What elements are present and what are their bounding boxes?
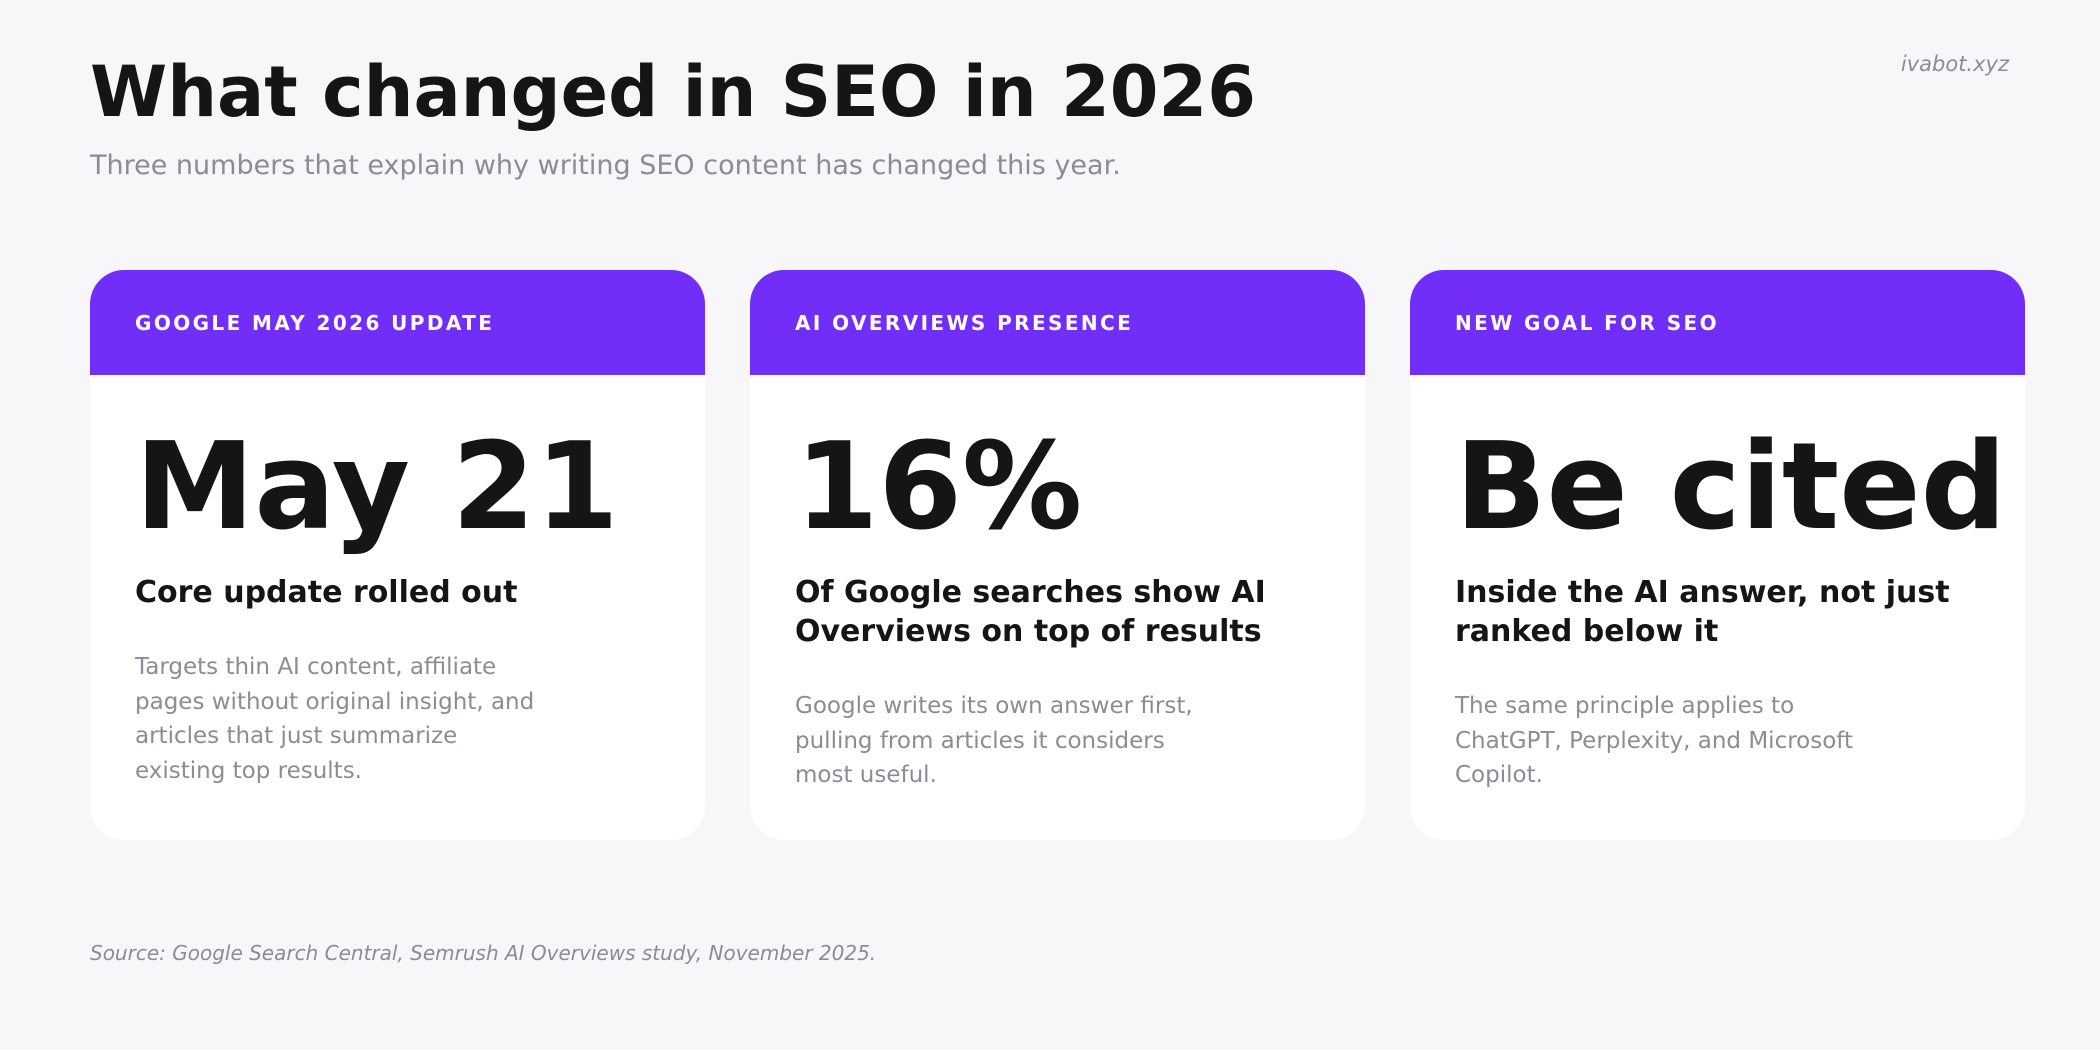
card-big-stat: Be cited <box>1455 418 2007 557</box>
card-label: AI OVERVIEWS PRESENCE <box>795 310 1134 335</box>
card-header: GOOGLE MAY 2026 UPDATE <box>90 270 705 375</box>
card-big-stat: 16% <box>795 418 1083 557</box>
card-description: Google writes its own answer first, pull… <box>795 693 1193 788</box>
page-title: What changed in SEO in 2026 <box>90 51 1256 133</box>
stat-card-new-goal: NEW GOAL FOR SEO Be cited Inside the AI … <box>1410 270 2025 840</box>
card-body: Be cited Inside the AI answer, not just … <box>1410 428 2025 793</box>
stat-cards: GOOGLE MAY 2026 UPDATE May 21 Core updat… <box>90 270 2025 840</box>
card-headline: Core update rolled out <box>135 575 518 610</box>
card-description: Targets thin AI content, affiliate pages… <box>135 654 535 784</box>
card-big-stat: May 21 <box>135 418 619 557</box>
card-body: 16% Of Google searches show AI Overviews… <box>750 428 1365 793</box>
card-body: May 21 Core update rolled out Targets th… <box>90 428 705 788</box>
page-subtitle: Three numbers that explain why writing S… <box>90 150 1121 181</box>
card-headline: Of Google searches show AI Overviews on … <box>795 575 1266 649</box>
card-header: NEW GOAL FOR SEO <box>1410 270 2025 375</box>
card-headline: Inside the AI answer, not just ranked be… <box>1455 575 1950 649</box>
brand-watermark: ivabot.xyz <box>1900 52 2009 76</box>
card-label: NEW GOAL FOR SEO <box>1455 310 1719 335</box>
source-footnote: Source: Google Search Central, Semrush A… <box>90 941 877 965</box>
card-description: The same principle applies to ChatGPT, P… <box>1455 693 1854 788</box>
stat-card-ai-overviews: AI OVERVIEWS PRESENCE 16% Of Google sear… <box>750 270 1365 840</box>
card-label: GOOGLE MAY 2026 UPDATE <box>135 310 495 335</box>
card-header: AI OVERVIEWS PRESENCE <box>750 270 1365 375</box>
stat-card-google-update: GOOGLE MAY 2026 UPDATE May 21 Core updat… <box>90 270 705 840</box>
